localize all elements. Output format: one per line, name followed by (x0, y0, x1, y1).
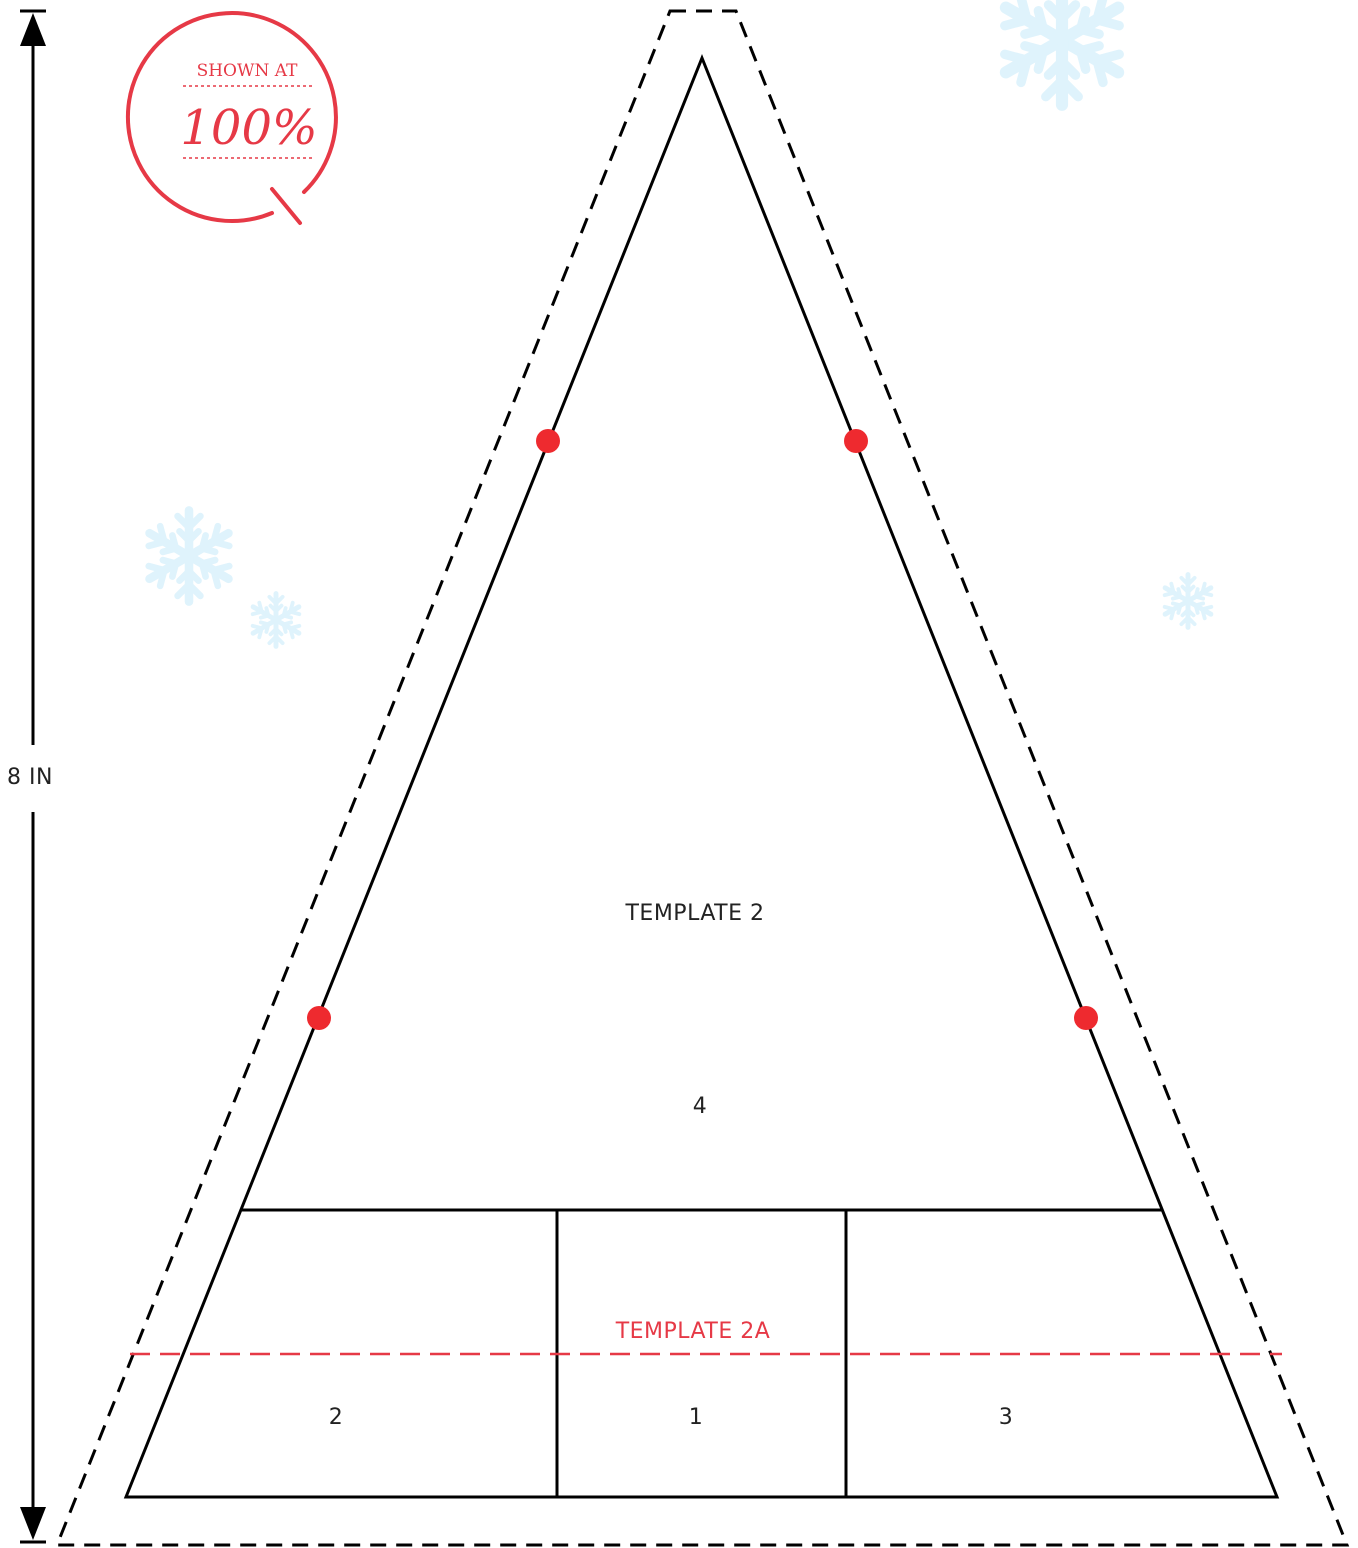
section-2-label: 2 (329, 1405, 344, 1430)
section-3-label: 3 (999, 1405, 1014, 1430)
section-1-label: 1 (689, 1405, 704, 1430)
placement-dot-bottom-left (307, 1006, 331, 1030)
measurement-label: 8 IN (7, 765, 53, 790)
template-2a-label: TEMPLATE 2A (615, 1319, 771, 1344)
snowflake-icon-left-large (144, 510, 234, 601)
snowflake-icon-left-small (250, 594, 302, 647)
arrow-down-icon (20, 1507, 46, 1540)
placement-dot-top-left (536, 429, 560, 453)
scale-badge: SHOWN AT 100% (125, 11, 338, 225)
snowflake-icon-top-right (998, 0, 1126, 105)
placement-dot-bottom-right (1074, 1006, 1098, 1030)
template-2-label: TEMPLATE 2 (624, 901, 764, 926)
snowflake-icon-right-small (1162, 575, 1214, 628)
cut-line-outer (54, 9, 1350, 1547)
placement-dot-top-right (844, 429, 868, 453)
section-4-label: 4 (693, 1094, 708, 1119)
measurement-arrow (20, 9, 46, 1544)
arrow-up-icon (20, 13, 46, 46)
template-triangle (123, 53, 1280, 1499)
badge-top-text: SHOWN AT (197, 61, 299, 81)
badge-main-text: 100% (180, 100, 317, 156)
